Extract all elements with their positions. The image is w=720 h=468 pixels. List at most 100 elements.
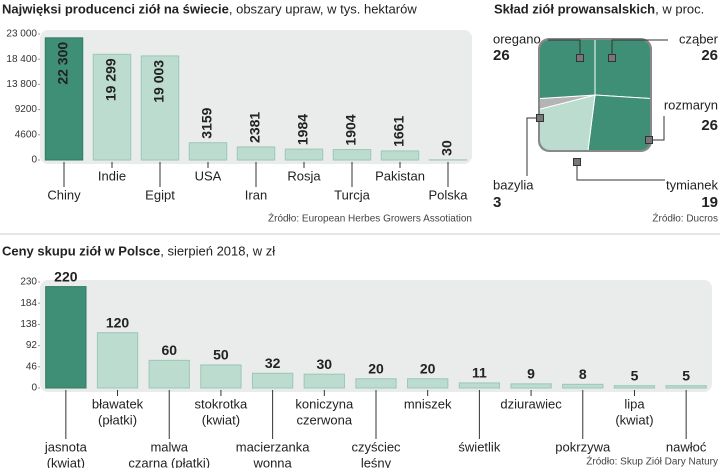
value-label: 11 [472, 365, 487, 381]
bar [96, 332, 139, 389]
x-tick-label: (płatki) [98, 412, 137, 427]
x-tick-label: czarna (płatki) [128, 455, 210, 468]
y-tick-label: 4600 [15, 129, 38, 140]
bar [613, 385, 656, 389]
bar [45, 286, 87, 389]
bar [251, 372, 294, 389]
value-label: 1984 [295, 114, 311, 145]
x-tick-label: Pakistan [375, 168, 425, 183]
leader-marker [576, 54, 584, 62]
pie-slice [540, 94, 596, 118]
x-tick-label: koniczyna [295, 396, 354, 411]
x-tick-label: Turcja [334, 187, 370, 202]
x-tick-label: dziurawiec [500, 396, 562, 411]
value-label: 1661 [391, 116, 407, 147]
y-tick-label: 0 [31, 383, 37, 394]
y-tick-label: 46 [26, 361, 38, 372]
source: Źródło: Skup Ziół Dary Natury [586, 455, 718, 468]
value-label: 220 [54, 268, 78, 284]
slice-name: rozmaryn [664, 97, 718, 112]
value-label: 1904 [343, 114, 359, 145]
bar [355, 378, 397, 389]
source: Źródło: European Herbes Growers Assotiat… [268, 212, 472, 225]
chart-subtitle: , w proc. [655, 1, 704, 16]
bar [458, 382, 501, 389]
x-tick-label: macierzanka [236, 439, 310, 454]
bar [562, 383, 604, 389]
leader-line [548, 39, 581, 58]
value-label: 8 [579, 366, 587, 382]
bar [188, 142, 228, 161]
bar [510, 383, 552, 389]
x-tick-label: Indie [98, 168, 126, 183]
y-tick-label: 230 [20, 277, 37, 288]
leader-marker [536, 114, 544, 122]
slice-value: 26 [701, 47, 718, 64]
bar [284, 148, 324, 161]
slice-name: bazylia [493, 177, 534, 192]
x-tick-label: Polska [428, 187, 468, 202]
leader-line [611, 39, 668, 58]
value-label: 19 299 [103, 58, 119, 101]
y-tick-label: 184 [20, 298, 37, 309]
leader-line [576, 162, 665, 181]
bar [303, 373, 345, 389]
slice-value: 26 [493, 47, 510, 64]
slice-value: 3 [493, 194, 501, 211]
value-label: 20 [420, 360, 436, 376]
value-label: 32 [265, 355, 281, 371]
x-tick-label: Iran [245, 187, 267, 202]
x-tick-label: mniszek [404, 396, 452, 411]
x-tick-label: Rosja [287, 168, 321, 183]
slice-name: cząber [679, 31, 719, 46]
bar [332, 149, 372, 161]
source: Źródło: Ducros [652, 212, 718, 225]
x-tick-label: (kwiat) [47, 455, 85, 468]
chart-subtitle: , obszary upraw, w tys. hektarów [229, 1, 417, 16]
x-tick-label: lipa [624, 396, 645, 411]
value-label: 30 [439, 140, 455, 156]
plot-background [40, 280, 712, 392]
bar [92, 53, 132, 161]
x-tick-label: czerwona [296, 412, 352, 427]
y-tick-label: 0 [31, 155, 37, 166]
y-tick-label: 13 800 [6, 79, 37, 90]
y-tick-label: 92 [26, 340, 38, 351]
pie [540, 40, 650, 150]
x-tick-label: Chiny [47, 187, 81, 202]
value-label: 120 [106, 314, 130, 330]
y-tick-label: 9200 [15, 104, 38, 115]
x-tick-label: nawłoć [666, 439, 707, 454]
value-label: 2381 [247, 112, 263, 143]
bar [236, 146, 276, 161]
chart-title: Skład ziół prowansalskich [494, 1, 655, 16]
leader-marker [573, 158, 581, 166]
value-label: 5 [682, 367, 690, 383]
x-tick-label: świetlik [458, 439, 500, 454]
slice-name: tymianek [666, 177, 719, 192]
value-label: 5 [631, 367, 639, 383]
slice-value: 26 [701, 117, 718, 134]
x-tick-label: bławatek [92, 396, 144, 411]
x-tick-label: (kwiat) [202, 412, 240, 427]
y-tick-label: 23 000 [6, 29, 37, 40]
value-label: 19 003 [151, 60, 167, 103]
bar [140, 55, 180, 161]
chart-subtitle: , sierpień 2018, w zł [160, 243, 275, 258]
x-tick-label: Egipt [145, 187, 175, 202]
x-tick-label: leśny [361, 455, 392, 468]
value-label: 3159 [199, 107, 215, 138]
x-tick-label: (kwiat) [615, 412, 653, 427]
x-tick-label: malwa [150, 439, 188, 454]
pie-slice [540, 40, 596, 102]
x-tick-label: czyściec [351, 439, 401, 454]
chart-title: Najwięksi producenci ziół na świecie [2, 1, 229, 16]
bar [380, 150, 420, 161]
value-label: 9 [527, 366, 535, 382]
slice-name: oregano [493, 31, 541, 46]
value-label: 30 [317, 356, 333, 372]
x-tick-label: pokrzywa [555, 439, 611, 454]
chart-title: Ceny skupu ziół w Polsce [2, 243, 160, 258]
x-tick-label: stokrotka [195, 396, 249, 411]
